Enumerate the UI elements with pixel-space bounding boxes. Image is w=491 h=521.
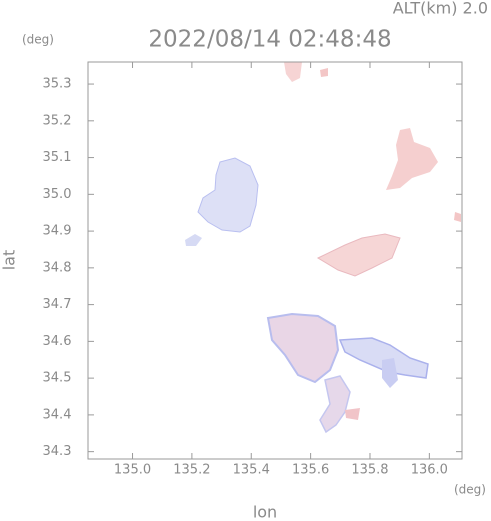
x-tick-label: 135.8	[351, 463, 388, 478]
y-tick-label: 34.4	[43, 407, 72, 422]
y-tick-label: 34.9	[43, 224, 72, 239]
x-tick-label: 135.2	[173, 463, 210, 478]
y-tick-label: 34.7	[43, 297, 72, 312]
y-axis-label: lat	[0, 250, 19, 271]
y-tick-label: 35.2	[43, 113, 72, 128]
y-tick-label: 34.3	[43, 444, 72, 459]
chart-title: 2022/08/14 02:48:48	[148, 27, 391, 53]
x-axis-label: lon	[253, 503, 277, 521]
echoes	[185, 62, 461, 434]
altitude: ALT(km) 2.0	[393, 0, 488, 18]
y-tick-label: 34.5	[43, 371, 72, 386]
x-tick-label: 135.4	[233, 463, 270, 478]
x-tick-label: 136.0	[411, 463, 448, 478]
x-tick-label: 135.0	[114, 463, 151, 478]
y-tick-label: 34.6	[43, 334, 72, 349]
y-tick-label: 35.3	[43, 77, 72, 92]
x-unit: (deg)	[454, 483, 486, 497]
plot-frame	[87, 61, 463, 460]
y-tick-label: 35.1	[43, 150, 72, 165]
y-tick-label: 34.8	[43, 260, 72, 275]
y-unit: (deg)	[22, 33, 54, 47]
y-tick-label: 35.0	[43, 187, 72, 202]
x-tick-label: 135.6	[292, 463, 329, 478]
